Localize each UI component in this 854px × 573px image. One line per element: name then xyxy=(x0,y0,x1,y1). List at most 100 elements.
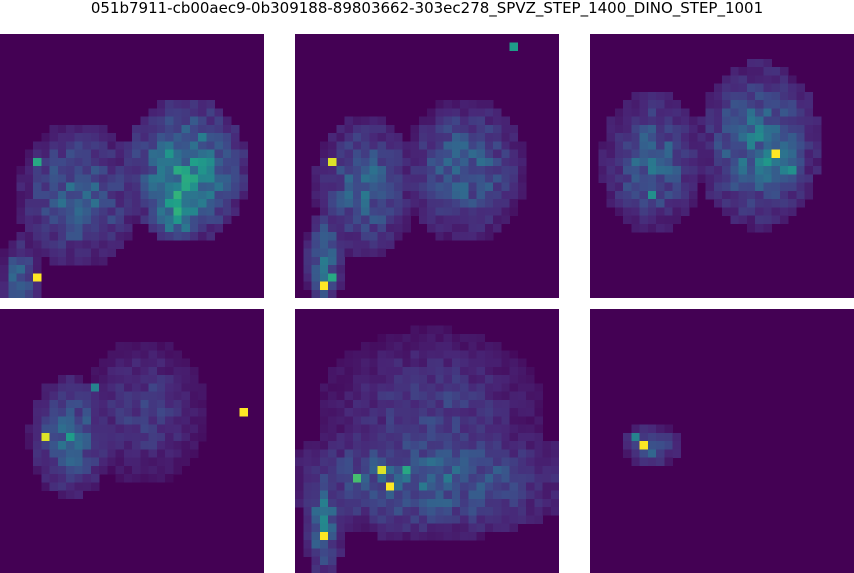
heatmap-cell xyxy=(689,199,698,208)
heatmap-cell xyxy=(484,223,494,233)
heatmap-cell xyxy=(418,207,428,216)
heatmap-cell xyxy=(664,182,673,192)
heatmap-cell xyxy=(165,375,174,384)
heatmap-cell xyxy=(410,207,420,216)
heatmap-cell xyxy=(0,256,9,266)
heatmap-cell xyxy=(385,515,395,524)
heatmap-cell xyxy=(427,350,436,359)
heatmap-cell xyxy=(344,375,354,384)
heatmap-cell xyxy=(443,333,453,343)
heatmap-cell xyxy=(804,190,814,200)
heatmap-cell xyxy=(410,190,420,200)
heatmap-cell xyxy=(239,149,248,159)
heatmap-cell xyxy=(517,441,527,450)
heatmap-cell xyxy=(173,366,182,376)
heatmap-cell xyxy=(16,182,26,192)
heatmap-cell xyxy=(344,133,354,142)
heatmap-cell xyxy=(517,515,527,524)
heatmap-cell xyxy=(476,498,486,508)
heatmap-cell xyxy=(517,358,527,368)
heatmap-cell xyxy=(99,399,108,409)
heatmap-cell xyxy=(74,207,83,216)
heatmap-cell xyxy=(66,190,75,200)
heatmap-cell xyxy=(410,375,420,384)
heatmap-cell xyxy=(198,408,207,417)
heatmap-cell xyxy=(738,108,748,117)
heatmap-cell xyxy=(763,108,772,117)
heatmap-cell xyxy=(319,207,329,216)
heatmap-cell xyxy=(231,133,240,142)
heatmap-cell xyxy=(484,523,494,533)
heatmap-cell xyxy=(173,465,182,475)
heatmap-cell xyxy=(542,474,552,483)
heatmap-cell xyxy=(501,523,510,533)
heatmap-cell xyxy=(385,432,395,442)
heatmap-cell xyxy=(639,174,649,183)
heatmap-cell xyxy=(493,490,502,500)
heatmap-cell xyxy=(328,166,337,175)
heatmap-cell xyxy=(697,157,706,167)
heatmap-cell xyxy=(49,449,59,458)
heatmap-cell xyxy=(352,408,362,417)
heatmap-cell xyxy=(303,265,312,274)
heatmap-cell xyxy=(788,141,797,150)
heatmap-cell xyxy=(344,141,354,150)
heatmap-cell xyxy=(328,457,337,467)
heatmap-cell xyxy=(377,482,387,491)
heatmap-cell xyxy=(394,133,403,142)
heatmap-cell xyxy=(509,408,519,417)
heatmap-cell xyxy=(443,498,453,508)
heatmap-cell xyxy=(173,207,182,216)
heatmap-cell xyxy=(730,166,739,175)
heatmap-cell xyxy=(165,166,174,175)
heatmap-cell xyxy=(639,116,649,126)
heatmap-cell xyxy=(476,391,486,401)
heatmap-cell xyxy=(451,424,461,434)
heatmap-cell xyxy=(402,157,411,167)
heatmap-cell xyxy=(468,366,477,376)
heatmap-cell xyxy=(132,124,141,134)
heatmap-cell xyxy=(722,124,731,134)
heatmap-cell xyxy=(534,441,543,450)
heatmap-cell xyxy=(74,133,83,142)
heatmap-cell xyxy=(132,350,141,359)
heatmap-cell xyxy=(451,515,461,524)
heatmap-cell xyxy=(173,457,182,467)
heatmap-cell xyxy=(664,133,673,142)
heatmap-cell xyxy=(90,432,100,442)
heatmap-cell xyxy=(352,482,362,491)
heatmap-cell xyxy=(517,416,527,425)
heatmap-cell xyxy=(369,432,378,442)
heatmap-cell xyxy=(534,507,543,516)
heatmap-cell xyxy=(41,240,50,249)
heatmap-cell xyxy=(148,149,158,159)
heatmap-cell xyxy=(165,350,174,359)
heatmap-cell xyxy=(361,424,370,434)
heatmap-cell xyxy=(328,432,337,442)
heatmap-cell xyxy=(476,531,486,541)
heatmap-cell xyxy=(394,416,403,425)
heatmap-cell xyxy=(534,490,543,500)
heatmap-cell xyxy=(647,424,657,434)
heatmap-cell xyxy=(418,157,428,167)
heatmap-cell xyxy=(517,432,527,442)
heatmap-cell xyxy=(352,383,362,392)
heatmap-cell xyxy=(57,416,67,425)
heatmap-cell xyxy=(369,457,378,467)
heatmap-cell xyxy=(377,391,387,401)
heatmap-cell xyxy=(468,523,477,533)
heatmap-cell xyxy=(336,248,345,258)
heatmap-cell xyxy=(33,240,42,249)
heatmap-cell xyxy=(311,531,321,541)
heatmap-cell xyxy=(33,408,42,417)
heatmap-cell xyxy=(672,166,682,175)
heatmap-cell xyxy=(328,474,337,483)
heatmap-cell xyxy=(123,141,133,150)
heatmap-cell xyxy=(165,108,174,117)
heatmap-cell xyxy=(468,449,477,458)
heatmap-cell xyxy=(319,482,329,491)
heatmap-cell xyxy=(369,358,378,368)
heatmap-cell xyxy=(90,141,100,150)
heatmap-cell xyxy=(435,215,444,225)
heatmap-cell xyxy=(451,149,461,159)
